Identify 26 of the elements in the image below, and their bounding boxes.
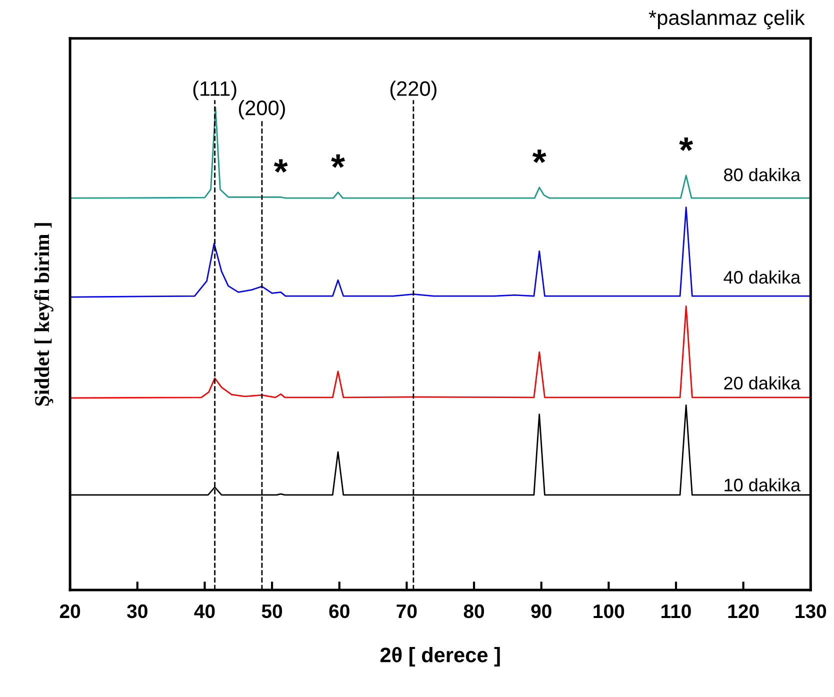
annotation: *: [331, 154, 346, 168]
series-label: 10 dakika: [724, 478, 801, 492]
x-tick-label: 110: [662, 604, 691, 618]
annotation: *: [274, 159, 288, 173]
annotation: (200): [238, 100, 285, 120]
text: (220): [390, 80, 436, 100]
x-tick-label: 120: [728, 604, 759, 618]
x-tick-label: 100: [594, 604, 624, 618]
x-tick-label: 50: [262, 604, 282, 618]
x-tick-label: 30: [127, 604, 148, 618]
x-axis-title: 2θ [ derece ]: [380, 647, 500, 666]
x-tick-label: 20: [60, 604, 80, 618]
annotation: *: [532, 150, 546, 164]
series-label: 20 dakika: [724, 376, 801, 390]
x-tick-label: 70: [396, 604, 417, 618]
series-label: 80 dakika: [724, 168, 801, 182]
text: *paslanmaz çelik: [648, 10, 805, 30]
x-tick-label: 80: [464, 604, 484, 618]
text: (111): [193, 80, 236, 100]
x-tick-label: 90: [531, 604, 552, 618]
x-tick-label: 130: [796, 604, 826, 618]
y-axis-title: Şiddet [ keyfi birim ]: [34, 223, 54, 406]
series-label: 40 dakika: [724, 270, 801, 284]
annotation: *: [679, 138, 694, 151]
x-tick-label: 40: [194, 604, 215, 618]
x-tick-label: 60: [329, 604, 350, 618]
